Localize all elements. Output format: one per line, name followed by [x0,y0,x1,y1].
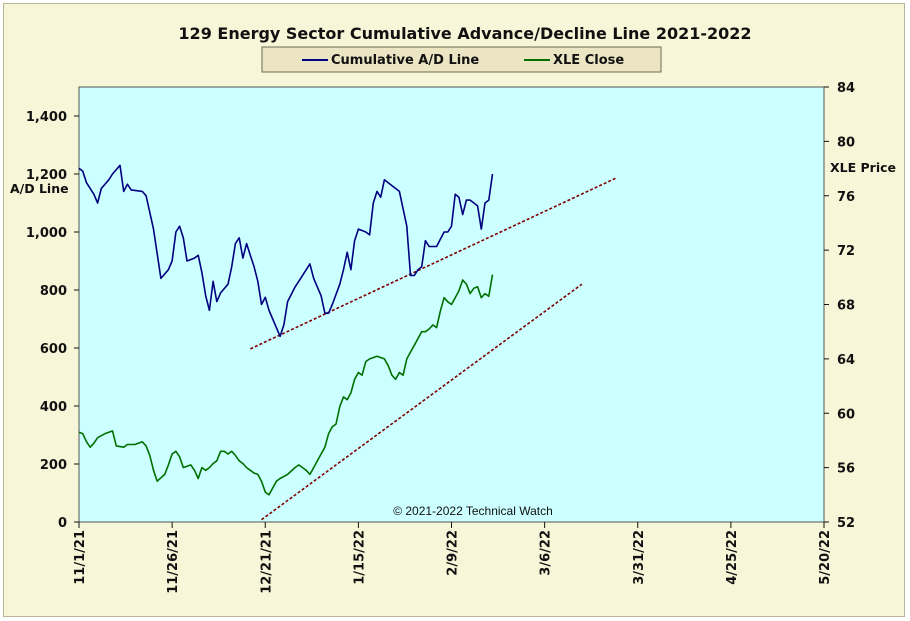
legend: Cumulative A/D Line XLE Close [261,46,662,73]
right-axis-tick-label: 76 [837,190,855,205]
left-axis-tick-label: 800 [40,284,67,299]
trendlines [250,177,616,521]
legend-label-ad-line: Cumulative A/D Line [331,53,479,68]
x-axis-tick-label: 4/25/22 [725,530,740,585]
left-axis-tick-label: 1,000 [26,226,67,241]
x-axis-tick-label: 11/26/21 [166,530,181,594]
x-axis-tick-label: 5/20/22 [818,530,833,585]
left-axis-tick-label: 400 [40,400,67,415]
series-lines [78,164,494,496]
trendline [261,283,583,521]
right-axis-tick-label: 72 [837,244,855,259]
axes: 0 200 400 600 800 1,000 1,200 1,400 52 56 60 64 68 72… [26,81,855,594]
right-axis-tick-label: 52 [837,516,855,531]
left-axis-tick-label: 1,200 [26,168,67,183]
right-axis-tick-label: 56 [837,462,855,477]
x-axis-tick-label: 11/1/21 [73,530,88,585]
legend-box [261,46,662,73]
legend-label-xle-close: XLE Close [553,53,624,68]
left-axis-tick-label: 0 [58,516,67,531]
x-axis-tick-label: 2/9/22 [446,530,461,576]
copyright-text: © 2021-2022 Technical Watch [393,504,553,518]
x-axis-tick-label: 3/6/22 [539,530,554,576]
right-axis-tick-label: 84 [837,81,855,96]
ad-line-series [78,164,494,338]
right-axis-tick-label: 64 [837,353,855,368]
x-axis-tick-label: 3/31/22 [632,530,647,585]
x-axis-tick-label: 12/21/21 [259,530,274,594]
x-axis-tick-label: 1/15/22 [352,530,367,585]
right-axis-title: XLE Price [830,160,896,175]
right-axis-tick-label: 68 [837,299,855,314]
left-axis-title: A/D Line [10,181,69,196]
left-axis-tick-label: 1,400 [26,110,67,125]
left-axis-tick-label: 200 [40,458,67,473]
right-axis-tick-label: 80 [837,135,855,150]
xle-close-series [78,274,494,496]
trendline [250,177,616,350]
right-axis-tick-label: 60 [837,407,855,422]
left-axis-tick-label: 600 [40,342,67,357]
chart-title: 129 Energy Sector Cumulative Advance/Dec… [178,24,751,43]
